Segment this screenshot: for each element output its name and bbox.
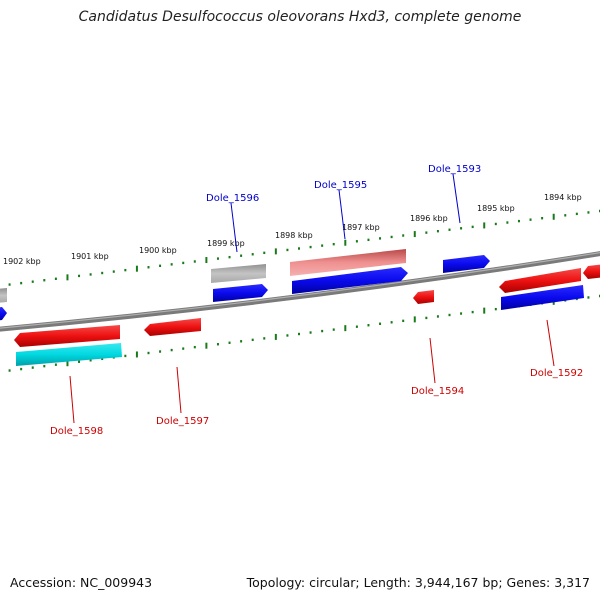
gene-feature-forward-blue[interactable]: [0, 307, 7, 321]
gene-feature-dole-1596-blue[interactable]: [213, 284, 268, 302]
gene-feature-dole-1598-red[interactable]: [14, 325, 120, 347]
genome-backbone: [0, 251, 600, 332]
gene-label-dole-1592[interactable]: Dole_1592: [530, 368, 583, 379]
gene-feature-dole-1595-pink[interactable]: [290, 249, 406, 276]
topology-text: Topology: circular; Length: 3,944,167 bp…: [246, 575, 590, 590]
scale-label-1899: 1899 kbp: [207, 239, 245, 248]
leader-line-dole-1597: [176, 366, 182, 414]
upper-scale-ruler: [8, 209, 600, 286]
gene-feature-forward-blue-right[interactable]: [501, 285, 584, 310]
gene-label-dole-1593[interactable]: Dole_1593: [428, 164, 481, 175]
leader-line-dole-1594: [429, 337, 436, 384]
gene-feature-dole-1598-cyan[interactable]: [16, 343, 122, 366]
genome-title: Candidatus Desulfococcus oleovorans Hxd3…: [78, 9, 522, 25]
gene-feature-dole-1594-red[interactable]: [413, 290, 434, 304]
scale-label-1894: 1894 kbp: [544, 193, 582, 202]
scale-label-1898: 1898 kbp: [275, 231, 313, 240]
gene-feature-dole-1597-red[interactable]: [144, 318, 201, 336]
leader-line-dole-1596: [230, 202, 238, 253]
scale-label-1896: 1896 kbp: [410, 214, 448, 223]
gene-feature-dole-1592-red[interactable]: [499, 268, 581, 293]
genome-backbone-highlight: [0, 251, 600, 329]
gene-label-dole-1595[interactable]: Dole_1595: [314, 180, 367, 191]
gene-feature-reverse-red-right[interactable]: [583, 264, 600, 279]
gene-label-dole-1594[interactable]: Dole_1594: [411, 386, 464, 397]
scale-label-1900: 1900 kbp: [139, 246, 177, 255]
gene-label-dole-1596[interactable]: Dole_1596: [206, 193, 259, 204]
gene-label-dole-1597[interactable]: Dole_1597: [156, 416, 209, 427]
leader-line-dole-1592: [546, 319, 555, 367]
gene-feature-forward-grey-edge[interactable]: [0, 288, 7, 303]
scale-label-1895: 1895 kbp: [477, 204, 515, 213]
accession-text: Accession: NC_009943: [10, 575, 153, 590]
leader-line-dole-1593: [452, 173, 461, 224]
gene-feature-dole-1595-blue[interactable]: [292, 267, 408, 294]
gene-feature-dole-1596-grey[interactable]: [211, 264, 266, 283]
scale-label-1902: 1902 kbp: [3, 257, 41, 266]
scale-label-1901: 1901 kbp: [71, 252, 109, 261]
leader-line-dole-1595: [338, 189, 346, 240]
leader-line-dole-1598: [69, 375, 75, 424]
scale-label-1897: 1897 kbp: [342, 223, 380, 232]
gene-feature-dole-1593-blue[interactable]: [443, 255, 490, 273]
gene-label-dole-1598[interactable]: Dole_1598: [50, 426, 103, 437]
